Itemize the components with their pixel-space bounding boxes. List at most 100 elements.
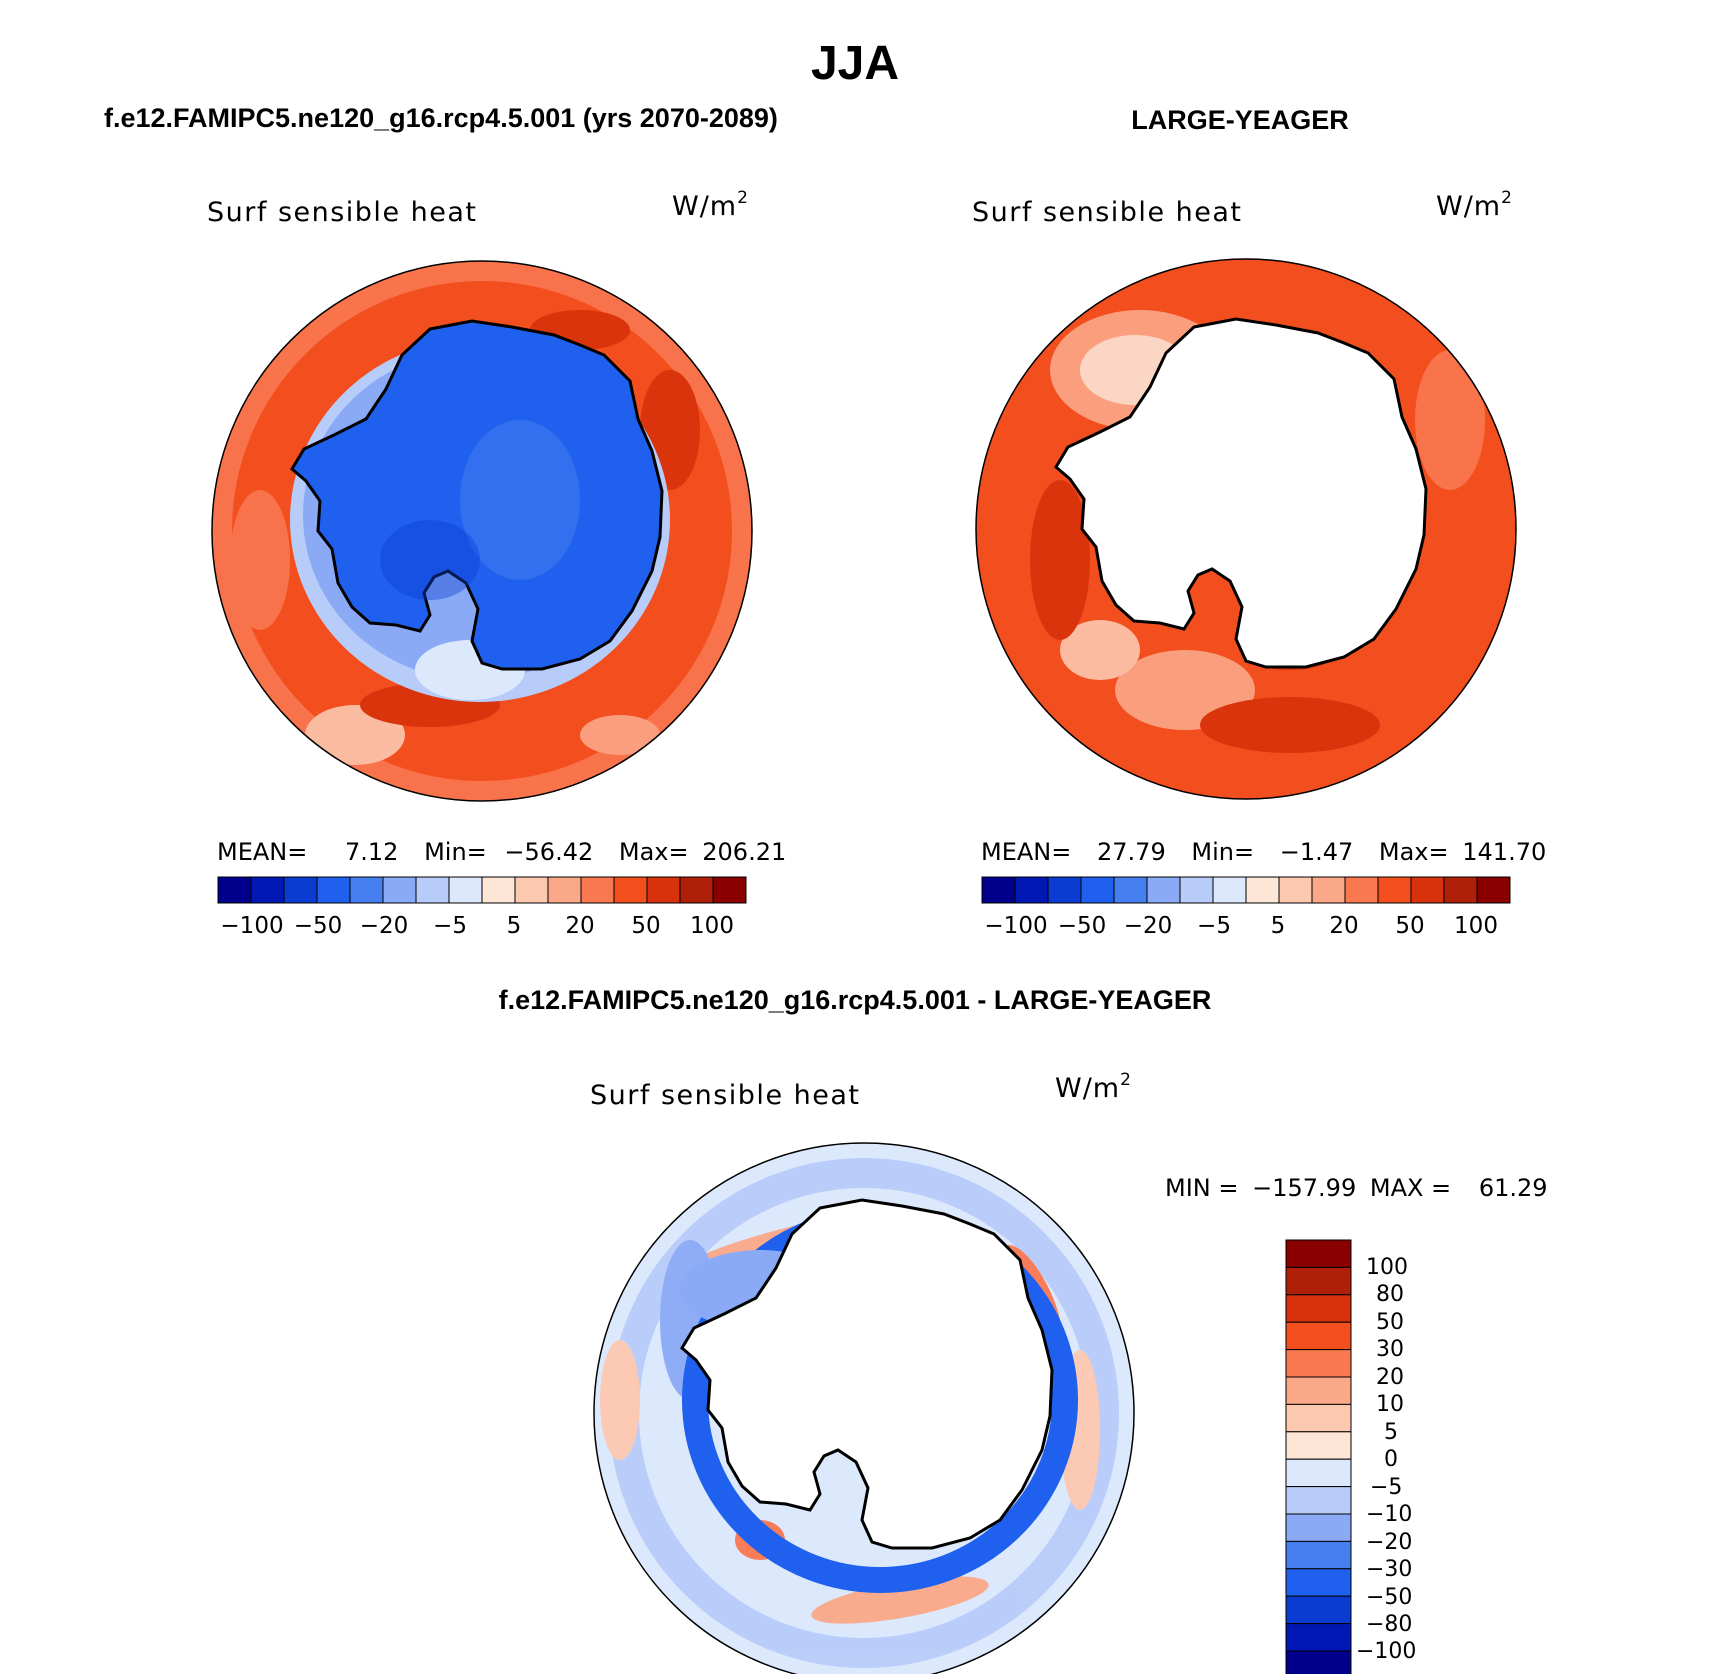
colorbar-box (217, 876, 252, 904)
panel-3-colorbar-label: −80 (1366, 1612, 1413, 1637)
colorbar-box (1080, 876, 1115, 904)
colorbar-box (1146, 876, 1181, 904)
colorbar-box (316, 876, 351, 904)
panel-3-map (594, 1143, 1134, 1674)
panel-2-mean-label: MEAN= (981, 838, 1072, 866)
colorbar-box (1285, 1623, 1352, 1652)
panel-2-variable-label: Surf sensible heat (972, 197, 1243, 228)
panel-2-colorbar-label: 20 (1329, 913, 1359, 939)
colorbar-box (1285, 1650, 1352, 1674)
panel-2-colorbar-label: 50 (1395, 913, 1425, 939)
colorbar-box (481, 876, 516, 904)
colorbar-box (547, 876, 582, 904)
panel-1-colorbar-label: 100 (690, 913, 734, 939)
panel-3-colorbar-label: 0 (1384, 1447, 1398, 1472)
colorbar-box (981, 876, 1016, 904)
panel-3-case-title: f.e12.FAMIPC5.ne120_g16.rcp4.5.001 - LAR… (498, 985, 1212, 1015)
panel-1-stats: MEAN= 7.12 Min= −56.42 Max= 206.21 (217, 838, 786, 866)
panel-1-min-label: Min= (424, 838, 487, 866)
panel-3-colorbar-label: 30 (1376, 1337, 1404, 1362)
colorbar-box (1285, 1486, 1352, 1515)
panel-3-colorbar-label: 5 (1384, 1420, 1398, 1445)
colorbar-box (1285, 1266, 1352, 1296)
colorbar-box (1047, 876, 1082, 904)
panel-1-colorbar-label: 20 (565, 913, 595, 939)
colorbar-box (1212, 876, 1247, 904)
panel-1-map (212, 261, 752, 801)
panel-3-colorbar-label: 80 (1376, 1282, 1404, 1307)
panel-2-stats: MEAN= 27.79 Min= −1.47 Max= 141.70 (981, 838, 1546, 866)
colorbar-box (349, 876, 384, 904)
panel-1-colorbar-label: −100 (220, 913, 284, 939)
colorbar-box (1014, 876, 1049, 904)
panel-1-mean-value: 7.12 (345, 838, 399, 866)
colorbar-box (613, 876, 648, 904)
panel-2-max-value: 141.70 (1462, 838, 1547, 866)
colorbar-box (1285, 1349, 1352, 1378)
figure-title: JJA (810, 37, 900, 90)
colorbar-box (1377, 876, 1412, 904)
colorbar-box (1344, 876, 1379, 904)
panel-2-colorbar-label: −5 (1197, 913, 1231, 939)
colorbar-box (679, 876, 714, 904)
panel-3-colorbar-label: 10 (1376, 1392, 1404, 1417)
panel-1-colorbar-label: −50 (293, 913, 343, 939)
colorbar-box (448, 876, 483, 904)
panel-2-colorbar-label: −20 (1123, 913, 1173, 939)
panel-1-mean-label: MEAN= (217, 838, 308, 866)
panel-3-colorbar-label: 100 (1366, 1255, 1408, 1280)
colorbar-box (1285, 1595, 1352, 1625)
panel-1-case-title: f.e12.FAMIPC5.ne120_g16.rcp4.5.001 (yrs … (104, 103, 778, 133)
panel-3-min-value: −157.99 (1252, 1174, 1357, 1202)
panel-3-colorbar (1285, 1239, 1352, 1674)
panel-1-min-value: −56.42 (504, 838, 594, 866)
colorbar-box (415, 876, 450, 904)
panel-3-colorbar-label: −5 (1370, 1475, 1403, 1500)
panel-1-colorbar-label: −20 (359, 913, 409, 939)
colorbar-box (382, 876, 417, 904)
colorbar-box (1311, 876, 1346, 904)
colorbar-box (1285, 1239, 1352, 1268)
panel-3-colorbar-label: −100 (1356, 1639, 1417, 1664)
panel-2-case-title: LARGE-YEAGER (1131, 105, 1349, 135)
panel-3-colorbar-label: −10 (1366, 1502, 1413, 1527)
panel-2-max-label: Max= (1378, 838, 1449, 866)
colorbar-box (1278, 876, 1313, 904)
colorbar-box (1285, 1568, 1352, 1597)
panel-1-colorbar-label: 50 (631, 913, 661, 939)
colorbar-box (1285, 1513, 1352, 1542)
panel-2-colorbar-label: −100 (984, 913, 1048, 939)
colorbar-box (1285, 1321, 1352, 1351)
colorbar-box (1410, 876, 1445, 904)
panel-2-colorbar-label: 100 (1454, 913, 1498, 939)
panel-2-colorbar-label: −50 (1057, 913, 1107, 939)
colorbar-box (250, 876, 285, 904)
panel-3-variable-label: Surf sensible heat (590, 1080, 861, 1111)
colorbar-box (1113, 876, 1148, 904)
colorbar-box (514, 876, 549, 904)
colorbar-box (283, 876, 318, 904)
panel-3-colorbar-label: 20 (1376, 1365, 1404, 1390)
panel-3-stats: MIN = −157.99 MAX = 61.29 (1165, 1174, 1548, 1202)
panel-1-max-label: Max= (618, 838, 689, 866)
panel-2-min-label: Min= (1191, 838, 1255, 866)
colorbar-box (1285, 1458, 1352, 1488)
panel-3-max-label: MAX = (1369, 1174, 1452, 1202)
colorbar-box (1285, 1403, 1352, 1433)
colorbar-box (1179, 876, 1214, 904)
panel-2-colorbar-label: 5 (1270, 913, 1286, 939)
panel-3-max-value: 61.29 (1478, 1174, 1548, 1202)
colorbar-box (646, 876, 681, 904)
panel-3-colorbar-label: −30 (1366, 1557, 1413, 1582)
colorbar-box (1285, 1540, 1352, 1570)
panel-2-map (976, 259, 1516, 799)
panel-2-min-value: −1.47 (1279, 838, 1354, 866)
panel-1-max-value: 206.21 (702, 838, 787, 866)
colorbar-box (712, 876, 747, 904)
colorbar-box (1285, 1376, 1352, 1405)
colorbar-box (1476, 876, 1511, 904)
colorbar-box (1443, 876, 1478, 904)
colorbar-box (1245, 876, 1280, 904)
panel-1-colorbar-label: −5 (433, 913, 467, 939)
